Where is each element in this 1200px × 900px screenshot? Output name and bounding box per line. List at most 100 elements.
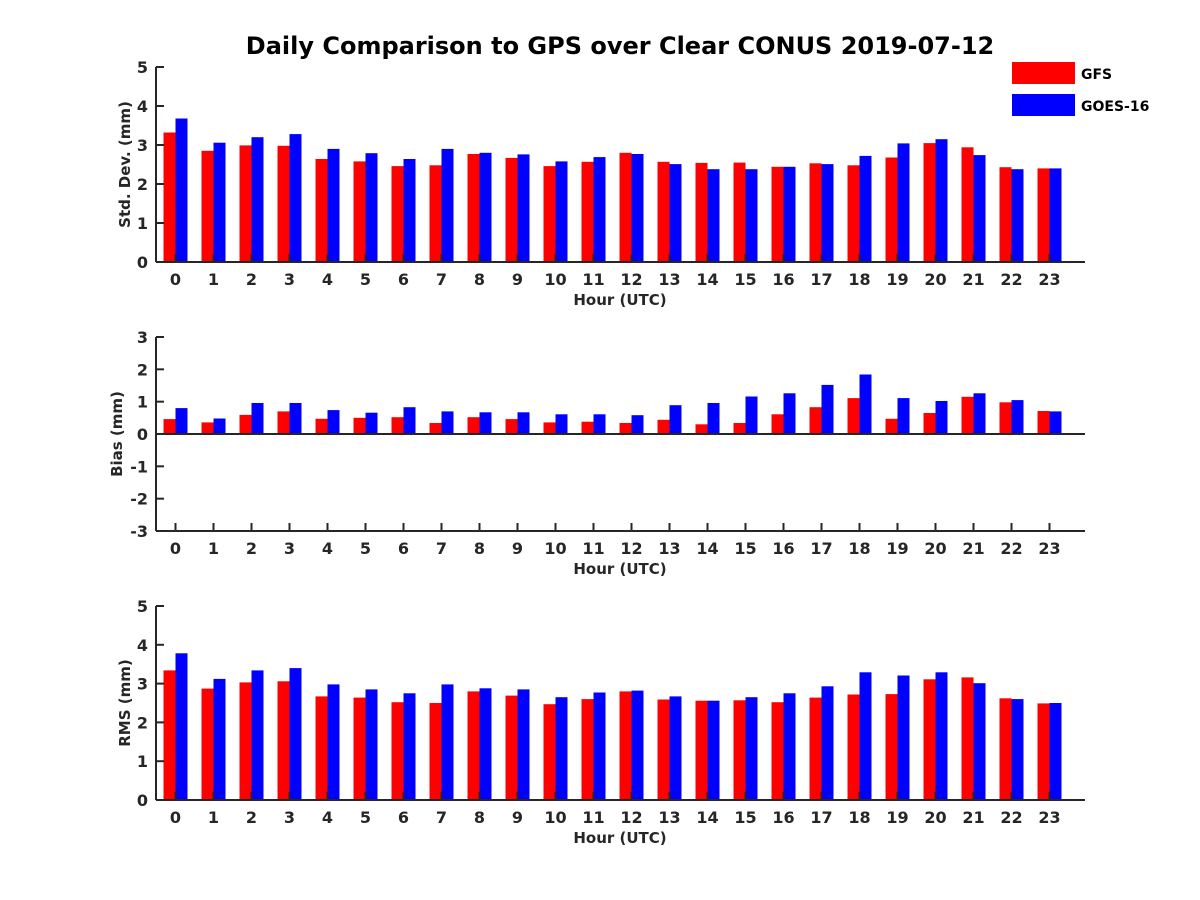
bar-gfs-h3 <box>277 145 290 262</box>
bar-gfs-h11 <box>581 699 594 800</box>
bar-gfs-h10 <box>543 422 556 434</box>
x-tick-label: 23 <box>1038 270 1060 289</box>
bar-goes16-h2 <box>251 670 264 800</box>
x-tick-label: 21 <box>962 270 984 289</box>
x-tick-label: 19 <box>886 270 908 289</box>
bar-goes16-h7 <box>441 148 454 262</box>
x-tick-label: 15 <box>734 539 756 558</box>
bar-gfs-h16 <box>771 166 784 262</box>
legend: GFS GOES-16 <box>1012 62 1149 116</box>
bar-gfs-h14 <box>695 700 708 800</box>
bar-goes16-h2 <box>251 403 264 434</box>
y-tick-label: 3 <box>137 136 148 155</box>
bar-gfs-h8 <box>467 154 480 262</box>
bar-gfs-h22 <box>999 698 1012 800</box>
bar-goes16-h6 <box>403 407 416 434</box>
bar-gfs-h17 <box>809 407 822 434</box>
x-tick-label: 23 <box>1038 539 1060 558</box>
bar-gfs-h3 <box>277 411 290 434</box>
bar-goes16-h19 <box>897 675 910 800</box>
bar-gfs-h19 <box>885 157 898 262</box>
y-tick-label: 3 <box>137 675 148 694</box>
chart-title: Daily Comparison to GPS over Clear CONUS… <box>246 32 994 60</box>
bar-gfs-h21 <box>961 396 974 434</box>
bar-gfs-h13 <box>657 161 670 262</box>
y-tick-label: 1 <box>137 214 148 233</box>
bar-goes16-h20 <box>935 401 948 434</box>
y-axis-label: Bias (mm) <box>108 391 126 477</box>
bar-gfs-h15 <box>733 423 746 434</box>
x-tick-label: 18 <box>848 539 870 558</box>
bar-goes16-h4 <box>327 148 340 262</box>
bar-goes16-h11 <box>593 692 606 800</box>
x-tick-label: 12 <box>620 539 642 558</box>
x-tick-label: 11 <box>582 808 604 827</box>
x-axis-label: Hour (UTC) <box>573 829 666 847</box>
x-tick-label: 8 <box>474 270 485 289</box>
bar-goes16-h3 <box>289 668 302 800</box>
x-tick-label: 20 <box>924 539 946 558</box>
bar-gfs-h4 <box>315 696 328 800</box>
x-tick-label: 5 <box>360 270 371 289</box>
bar-gfs-h2 <box>239 414 252 434</box>
y-tick-label: 0 <box>137 425 148 444</box>
x-tick-label: 4 <box>322 539 333 558</box>
bar-gfs-h20 <box>923 679 936 800</box>
bar-goes16-h15 <box>745 169 758 262</box>
bar-gfs-h11 <box>581 161 594 262</box>
x-tick-label: 0 <box>170 270 181 289</box>
x-tick-label: 9 <box>512 808 523 827</box>
bar-gfs-h9 <box>505 157 518 262</box>
bar-goes16-h0 <box>175 408 188 434</box>
x-tick-label: 5 <box>360 539 371 558</box>
bar-goes16-h5 <box>365 153 378 262</box>
y-tick-label: 2 <box>137 713 148 732</box>
x-tick-label: 21 <box>962 808 984 827</box>
bar-gfs-h2 <box>239 145 252 262</box>
bar-gfs-h7 <box>429 423 442 434</box>
bar-gfs-h6 <box>391 417 404 434</box>
x-tick-label: 3 <box>284 808 295 827</box>
x-tick-label: 20 <box>924 808 946 827</box>
bar-gfs-h2 <box>239 682 252 800</box>
bar-gfs-h12 <box>619 691 632 800</box>
x-tick-label: 10 <box>544 539 566 558</box>
x-tick-label: 19 <box>886 808 908 827</box>
bar-gfs-h14 <box>695 424 708 434</box>
x-tick-label: 17 <box>810 539 832 558</box>
bar-goes16-h17 <box>821 686 834 800</box>
bar-gfs-h4 <box>315 159 328 262</box>
x-tick-label: 22 <box>1000 270 1022 289</box>
bar-goes16-h13 <box>669 696 682 800</box>
y-tick-label: 3 <box>137 328 148 347</box>
x-tick-label: 3 <box>284 539 295 558</box>
bar-goes16-h19 <box>897 398 910 434</box>
bar-gfs-h9 <box>505 695 518 800</box>
x-tick-label: 9 <box>512 539 523 558</box>
bar-goes16-h18 <box>859 374 872 434</box>
bar-goes16-h14 <box>707 700 720 800</box>
x-tick-label: 20 <box>924 270 946 289</box>
bar-gfs-h10 <box>543 704 556 800</box>
y-tick-label: 5 <box>137 58 148 77</box>
bar-goes16-h9 <box>517 412 530 434</box>
bar-gfs-h5 <box>353 161 366 262</box>
bar-goes16-h12 <box>631 690 644 800</box>
bar-goes16-h19 <box>897 143 910 262</box>
bar-goes16-h21 <box>973 155 986 262</box>
x-tick-label: 1 <box>208 808 219 827</box>
bar-goes16-h14 <box>707 169 720 262</box>
x-tick-label: 7 <box>436 808 447 827</box>
bar-goes16-h18 <box>859 155 872 262</box>
x-tick-label: 4 <box>322 808 333 827</box>
x-tick-label: 7 <box>436 270 447 289</box>
x-tick-label: 16 <box>772 539 794 558</box>
x-tick-label: 18 <box>848 808 870 827</box>
bar-goes16-h17 <box>821 384 834 434</box>
x-tick-label: 10 <box>544 808 566 827</box>
bar-gfs-h16 <box>771 702 784 800</box>
bar-goes16-h0 <box>175 118 188 262</box>
x-tick-label: 14 <box>696 270 718 289</box>
